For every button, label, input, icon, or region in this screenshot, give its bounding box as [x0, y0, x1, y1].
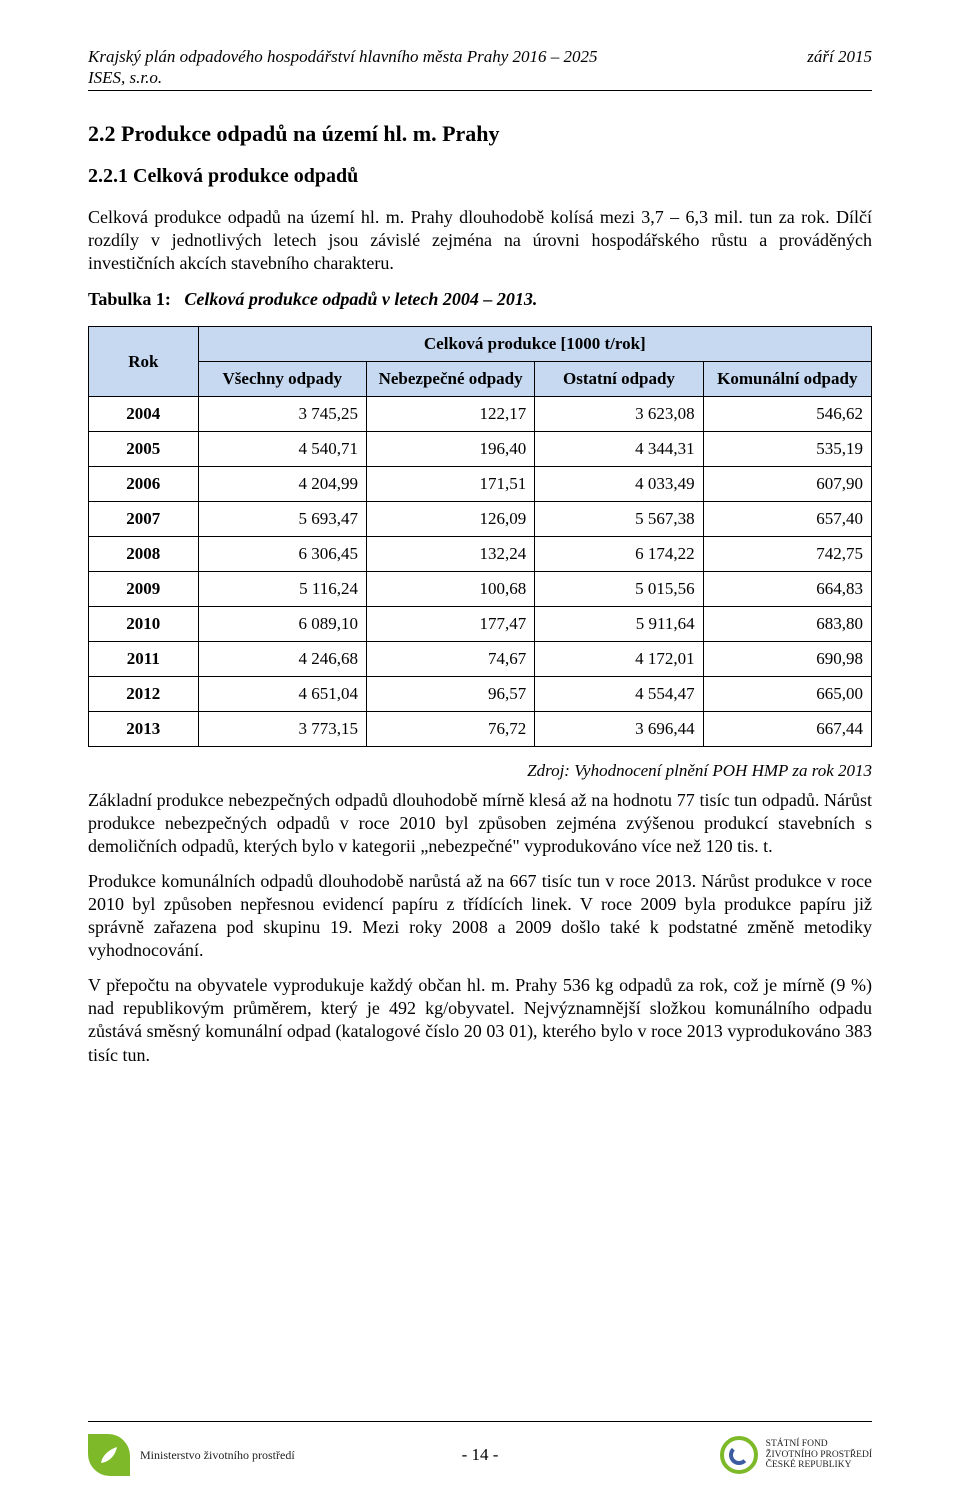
- sfzp-line2: ŽIVOTNÍHO PROSTŘEDÍ: [766, 1450, 872, 1461]
- cell-value: 546,62: [703, 397, 871, 432]
- cell-value: 4 172,01: [535, 642, 703, 677]
- col-header-vsechny: Všechny odpady: [198, 362, 366, 397]
- cell-value: 667,44: [703, 712, 871, 747]
- cell-value: 5 693,47: [198, 502, 366, 537]
- heading-3: 2.2.1 Celková produkce odpadů: [88, 165, 872, 188]
- sfzp-logo-text: STÁTNÍ FOND ŽIVOTNÍHO PROSTŘEDÍ ČESKÉ RE…: [766, 1439, 872, 1472]
- table-row: 20095 116,24100,685 015,56664,83: [89, 572, 872, 607]
- table-top-header: Celková produkce [1000 t/rok]: [198, 327, 871, 362]
- cell-value: 665,00: [703, 677, 871, 712]
- cell-value: 4 204,99: [198, 467, 366, 502]
- cell-value: 76,72: [366, 712, 534, 747]
- cell-value: 4 344,31: [535, 432, 703, 467]
- header-date-right: září 2015: [807, 46, 872, 68]
- cell-value: 535,19: [703, 432, 871, 467]
- table-row: 20133 773,1576,723 696,44667,44: [89, 712, 872, 747]
- cell-year: 2007: [89, 502, 199, 537]
- cell-year: 2008: [89, 537, 199, 572]
- table-caption-text: Celková produkce odpadů v letech 2004 – …: [184, 289, 537, 309]
- table-row: 20086 306,45132,246 174,22742,75: [89, 537, 872, 572]
- cell-value: 664,83: [703, 572, 871, 607]
- cell-value: 5 116,24: [198, 572, 366, 607]
- cell-value: 4 651,04: [198, 677, 366, 712]
- paragraph-intro: Celková produkce odpadů na území hl. m. …: [88, 206, 872, 275]
- table-row: 20064 204,99171,514 033,49607,90: [89, 467, 872, 502]
- table-row: 20124 651,0496,574 554,47665,00: [89, 677, 872, 712]
- header-org: ISES, s.r.o.: [88, 68, 872, 88]
- col-header-rok: Rok: [89, 327, 199, 397]
- cell-value: 4 246,68: [198, 642, 366, 677]
- cell-value: 607,90: [703, 467, 871, 502]
- cell-value: 6 306,45: [198, 537, 366, 572]
- sfzp-line1: STÁTNÍ FOND: [766, 1439, 872, 1450]
- cell-value: 683,80: [703, 607, 871, 642]
- cell-value: 3 745,25: [198, 397, 366, 432]
- cell-value: 5 015,56: [535, 572, 703, 607]
- col-header-ostatni: Ostatní odpady: [535, 362, 703, 397]
- cell-year: 2013: [89, 712, 199, 747]
- cell-year: 2011: [89, 642, 199, 677]
- table-row: 20106 089,10177,475 911,64683,80: [89, 607, 872, 642]
- cell-value: 657,40: [703, 502, 871, 537]
- cell-value: 96,57: [366, 677, 534, 712]
- footer-divider: [88, 1421, 872, 1422]
- table-row: 20054 540,71196,404 344,31535,19: [89, 432, 872, 467]
- cell-value: 3 696,44: [535, 712, 703, 747]
- cell-value: 6 089,10: [198, 607, 366, 642]
- table-row: 20043 745,25122,173 623,08546,62: [89, 397, 872, 432]
- cell-value: 4 554,47: [535, 677, 703, 712]
- cell-value: 4 540,71: [198, 432, 366, 467]
- sfzp-logo: STÁTNÍ FOND ŽIVOTNÍHO PROSTŘEDÍ ČESKÉ RE…: [720, 1436, 872, 1474]
- paragraph-3: Produkce komunálních odpadů dlouhodobě n…: [88, 870, 872, 962]
- mzp-logo-text: Ministerstvo životního prostředí: [140, 1448, 295, 1462]
- cell-value: 74,67: [366, 642, 534, 677]
- cell-value: 3 623,08: [535, 397, 703, 432]
- heading-2: 2.2 Produkce odpadů na území hl. m. Prah…: [88, 121, 872, 147]
- table-caption-label: Tabulka 1:: [88, 289, 171, 309]
- table-row: 20114 246,6874,674 172,01690,98: [89, 642, 872, 677]
- cell-value: 177,47: [366, 607, 534, 642]
- cell-value: 126,09: [366, 502, 534, 537]
- cell-year: 2009: [89, 572, 199, 607]
- paragraph-4: V přepočtu na obyvatele vyprodukuje každ…: [88, 974, 872, 1066]
- cell-year: 2010: [89, 607, 199, 642]
- leaf-icon: [97, 1443, 121, 1467]
- cell-value: 3 773,15: [198, 712, 366, 747]
- cell-value: 122,17: [366, 397, 534, 432]
- table-caption: Tabulka 1: Celková produkce odpadů v let…: [88, 289, 872, 310]
- header-divider: [88, 90, 872, 91]
- cell-year: 2006: [89, 467, 199, 502]
- sfzp-line3: ČESKÉ REPUBLIKY: [766, 1460, 872, 1471]
- mzp-logo-icon: [88, 1434, 130, 1476]
- table-source: Zdroj: Vyhodnocení plnění POH HMP za rok…: [88, 761, 872, 781]
- sfzp-logo-icon: [720, 1436, 758, 1474]
- page-footer: Ministerstvo životního prostředí - 14 - …: [0, 1421, 960, 1482]
- col-header-nebezpecne: Nebezpečné odpady: [366, 362, 534, 397]
- mzp-logo: Ministerstvo životního prostředí: [88, 1434, 295, 1476]
- header-title-left: Krajský plán odpadového hospodářství hla…: [88, 46, 598, 68]
- cell-value: 132,24: [366, 537, 534, 572]
- cell-year: 2012: [89, 677, 199, 712]
- table-row: 20075 693,47126,095 567,38657,40: [89, 502, 872, 537]
- page-number: - 14 -: [462, 1445, 499, 1465]
- data-table: Rok Celková produkce [1000 t/rok] Všechn…: [88, 326, 872, 747]
- cell-value: 690,98: [703, 642, 871, 677]
- cell-value: 4 033,49: [535, 467, 703, 502]
- cell-value: 5 567,38: [535, 502, 703, 537]
- cell-year: 2004: [89, 397, 199, 432]
- col-header-komunalni: Komunální odpady: [703, 362, 871, 397]
- cell-value: 171,51: [366, 467, 534, 502]
- cell-value: 6 174,22: [535, 537, 703, 572]
- cell-value: 100,68: [366, 572, 534, 607]
- cell-value: 5 911,64: [535, 607, 703, 642]
- cell-value: 742,75: [703, 537, 871, 572]
- cell-value: 196,40: [366, 432, 534, 467]
- paragraph-2: Základní produkce nebezpečných odpadů dl…: [88, 789, 872, 858]
- cell-year: 2005: [89, 432, 199, 467]
